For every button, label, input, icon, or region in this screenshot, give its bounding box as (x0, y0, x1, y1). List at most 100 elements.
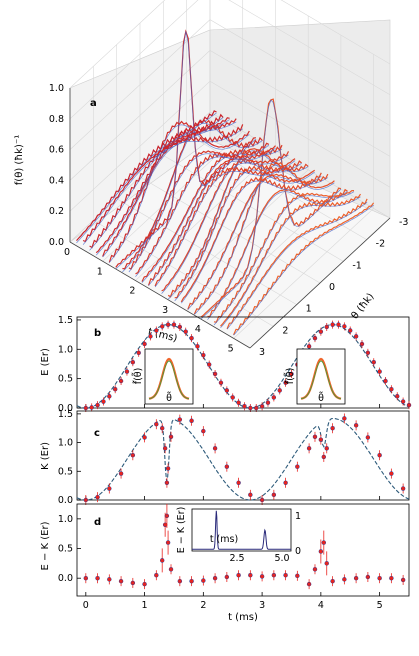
panel-c-letter: c (94, 428, 100, 439)
z-tick-label: 0.4 (49, 175, 64, 186)
panel-c-data (76, 413, 410, 505)
data-point-red (342, 324, 346, 328)
data-point-red (119, 471, 123, 476)
data-point-red (236, 401, 241, 405)
panel-a-3d-plot: 0.0 0.2 0.4 0.6 0.8 1.0 0 1 2 3 4 5 -3 -2 -1 0 1 2 3 a f(θ… (14, 0, 408, 358)
data-point-red (260, 574, 264, 579)
data-point-red (354, 423, 358, 427)
y-tick-label: 1.5 (58, 315, 73, 326)
data-point-red (389, 387, 393, 391)
theory-curve (141, 148, 283, 283)
data-point-red (178, 579, 182, 583)
panel-c-kinetic: 0.0 0.5 1.0 1.5 c K (Er) (40, 409, 410, 506)
data-point-red (154, 422, 158, 426)
panel-d-difference: 0.0 0.5 1.0 0 1 2 3 4 5 d E − K (Er) t (ms) 2.5 5… (40, 503, 410, 623)
x-tick-label: 2 (200, 600, 206, 611)
inset-x-tick-label: 5.0 (274, 553, 289, 564)
theta-tick-label: -2 (376, 239, 385, 250)
panel-d-frame (76, 503, 410, 597)
data-point-red (395, 394, 399, 398)
t-tick-label: 3 (162, 305, 168, 316)
t-tick-label: 0 (64, 247, 70, 258)
data-point-red (189, 336, 194, 340)
data-point-red (354, 576, 358, 580)
t-tick-label: 4 (195, 324, 201, 335)
data-point-red (319, 330, 323, 334)
data-point-red (184, 330, 188, 334)
theory-curve (187, 176, 328, 310)
panel-b-ticks: 0.0 0.5 1.0 1.5 (58, 315, 381, 414)
x-tick-label: 4 (318, 600, 324, 611)
fit-curve (76, 324, 410, 409)
data-point-red (236, 573, 241, 577)
z-tick-label: 1.0 (49, 83, 64, 94)
data-point-red (213, 372, 217, 376)
theory-curve (76, 112, 217, 244)
y-tick-label: 0.0 (58, 403, 73, 414)
data-point-red (319, 549, 323, 554)
t-tick-label: 1 (97, 266, 103, 277)
data-point-red (272, 493, 276, 497)
data-point-red (131, 453, 135, 457)
y-tick-label: 1.5 (58, 409, 73, 420)
data-point-red (354, 334, 358, 338)
data-point-red (131, 581, 135, 585)
data-point-red (142, 342, 147, 346)
data-point-red (266, 401, 270, 405)
data-point-red (401, 486, 405, 491)
y-tick-label: 0.0 (58, 495, 73, 506)
data-point-red (166, 323, 170, 327)
data-point-red (125, 370, 129, 374)
data-point-red (389, 471, 393, 476)
data-point-red (154, 328, 158, 333)
distribution-curve (135, 145, 276, 275)
data-point-red (142, 582, 147, 586)
grid-line (163, 1, 344, 262)
data-point-red (342, 416, 346, 421)
data-point-red (278, 388, 282, 392)
theta-tick-label: -3 (399, 217, 408, 228)
panel-a-letter: a (90, 98, 97, 109)
theory-curve (109, 124, 250, 263)
data-point-red (378, 576, 382, 580)
panel-a-ticks: 0.0 0.2 0.4 0.6 0.8 1.0 0 1 2 3 4 5 -3 -2 -1 0 1 2 3 (49, 83, 409, 358)
data-point-red (189, 419, 194, 423)
data-point-red (325, 561, 329, 565)
distribution-curve (141, 144, 283, 282)
data-point-red (160, 324, 164, 328)
data-point-red (284, 381, 288, 385)
data-point-red (336, 323, 341, 327)
data-point-red (163, 446, 167, 450)
panel-b-frame (76, 316, 410, 409)
data-point-red (178, 325, 182, 329)
data-point-red (242, 404, 247, 408)
data-point-red (272, 573, 276, 577)
panel-d-xlabel: t (ms) (228, 612, 258, 623)
data-point-red (119, 579, 123, 583)
panel-b-energy: 0.0 0.5 1.0 1.5 b E (Er) f̃(θ̃) θ̃ f̃(θ̃) θ… (40, 315, 412, 414)
data-point-red (378, 370, 382, 374)
data-point-red (313, 567, 317, 571)
data-point-red (313, 336, 317, 340)
data-point-red (195, 344, 200, 348)
data-point-red (172, 323, 176, 327)
theory-curve (181, 175, 322, 304)
y-tick-label: 0.5 (58, 544, 73, 555)
panel-d-ylabel: E − K (Er) (40, 521, 51, 570)
theory-curve (115, 31, 257, 270)
data-point-red (389, 576, 393, 580)
data-point-red (166, 540, 170, 545)
panel-d-inset-ylabel: E − K (Er) (176, 507, 187, 554)
data-point-red (254, 406, 258, 410)
distribution-curve (226, 198, 368, 330)
fit-curve (76, 417, 410, 501)
z-tick-label: 0.8 (49, 114, 64, 125)
data-point-red (331, 426, 335, 430)
data-point-red (248, 493, 252, 497)
data-point-red (213, 576, 217, 580)
y-tick-label: 1.0 (58, 438, 73, 449)
data-point-red (360, 342, 364, 346)
panel-b-data (76, 320, 412, 412)
inset-left-fit (148, 360, 190, 400)
data-point-red (366, 351, 370, 355)
